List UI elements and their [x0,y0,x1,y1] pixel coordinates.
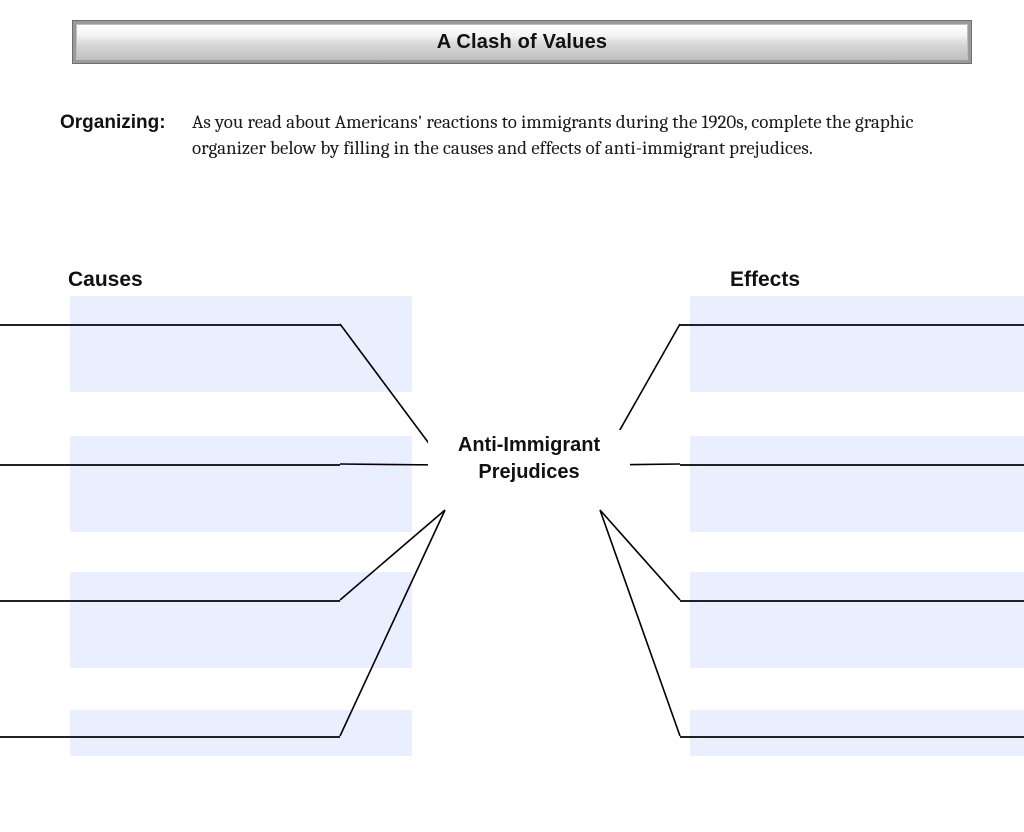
effect-field-4[interactable] [690,710,1024,756]
effect-field-2[interactable] [690,436,1024,532]
effect-rule-1 [680,324,1024,326]
cause-field-3[interactable] [70,572,412,668]
cause-rule-1 [0,324,340,326]
worksheet-page: A Clash of Values Organizing: As you rea… [0,0,1024,832]
effect-field-1[interactable] [690,296,1024,392]
cause-rule-3 [0,600,340,602]
cause-rule-2 [0,464,340,466]
instructions-block: Organizing: As you read about Americans'… [60,110,970,161]
center-concept: Anti-Immigrant Prejudices [428,430,630,488]
instructions-label: Organizing: [60,110,180,134]
title-banner: A Clash of Values [76,24,968,60]
causes-heading: Causes [68,268,143,292]
title-banner-frame: A Clash of Values [72,20,972,64]
effect-rule-4 [680,736,1024,738]
cause-field-4[interactable] [70,710,412,756]
instructions-text: As you read about Americans' reactions t… [192,110,970,161]
cause-field-1[interactable] [70,296,412,392]
effects-heading: Effects [730,268,800,292]
cause-rule-4 [0,736,340,738]
cause-field-2[interactable] [70,436,412,532]
effect-field-3[interactable] [690,572,1024,668]
effect-rule-3 [680,600,1024,602]
effect-rule-2 [680,464,1024,466]
title-text: A Clash of Values [437,31,608,54]
